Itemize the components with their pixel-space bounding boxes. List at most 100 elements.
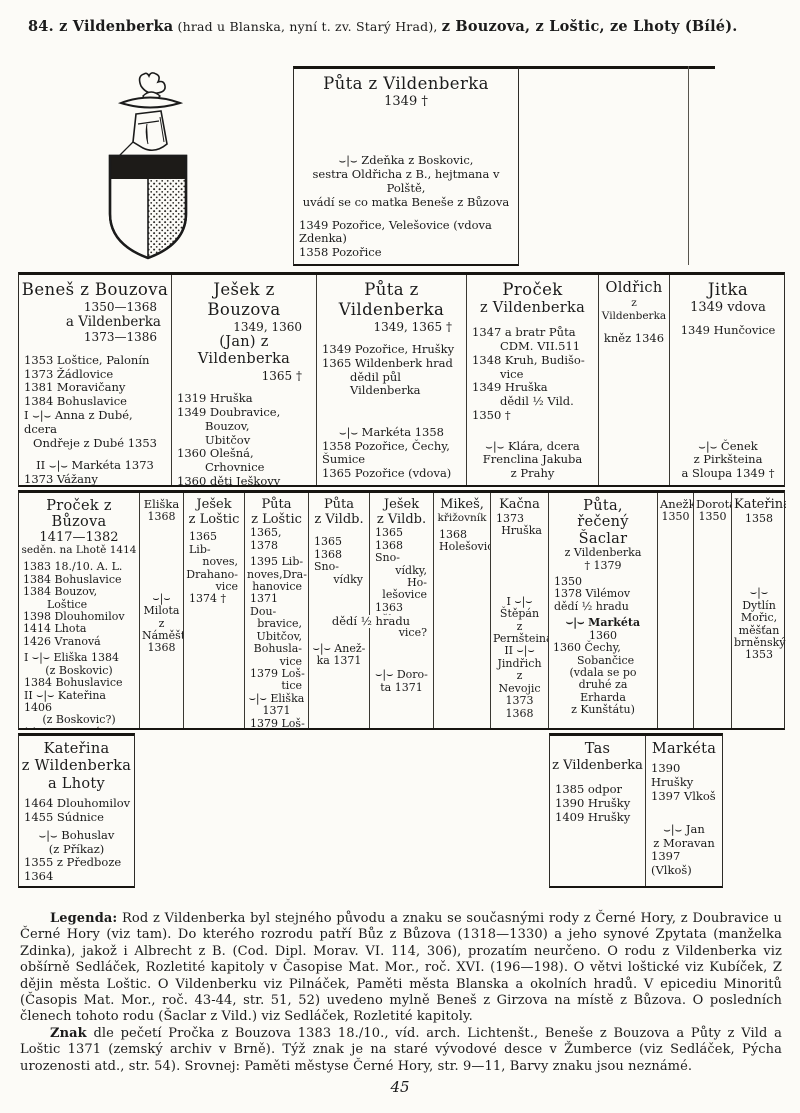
box-line: ⌣|⌣ Dytlín xyxy=(742,586,776,612)
box-line: 1417—1382 xyxy=(39,529,119,545)
box-line: z xyxy=(158,616,165,630)
box-line: 1350 xyxy=(661,509,690,523)
box-line: 1365 Pozořice (vdova) xyxy=(322,466,452,481)
box-line: 1358 xyxy=(745,511,773,525)
box-line: 1349, 1365 † xyxy=(373,319,452,334)
legend-label: Legenda: xyxy=(50,911,118,926)
person-box-jesek-z-bouzova: Ješek z Bouzova 1349, 1360 (Jan) z Vildenb… xyxy=(171,275,316,485)
box-line: 1365 Lib- xyxy=(189,530,221,556)
box-spacer xyxy=(648,878,720,882)
box-spacer xyxy=(311,667,367,724)
box-line: Půta z Vildenberka xyxy=(338,280,445,319)
person-box-procek-z-buzova: Proček z Bůzova 1417—1382 seděn. na Lhotě … xyxy=(19,493,139,728)
shield-dexter-field xyxy=(148,179,186,258)
box-line: lešovice xyxy=(382,588,427,602)
person-box-katerina-1358: Kateřina 1358 ⌣|⌣ Dytlín Mořic, měšťan brněns… xyxy=(731,493,786,728)
box-line: z Vildb. xyxy=(376,511,427,527)
box-line: 1378 Vilémov xyxy=(554,587,631,601)
box-line: 1385 odpor xyxy=(555,781,622,796)
box-line: 1395 Lib- xyxy=(250,555,304,569)
box-line: 1390 Hrušky xyxy=(555,795,631,810)
box-line: 1368 Sno- xyxy=(314,547,346,574)
box-line: z Vildb. xyxy=(314,511,364,527)
box-line: 1355 z Předboze xyxy=(24,855,122,870)
box-line: 1360 děti Ješkovy xyxy=(177,473,281,485)
box-line: 1358 Pozořice xyxy=(299,245,382,260)
box-line: 1379 Loš- xyxy=(250,667,305,681)
box-line: Štěpán xyxy=(499,607,540,621)
box-line: Frenclina Jakuba xyxy=(482,452,583,467)
box-line: Proček z Bůzova xyxy=(46,498,117,531)
person-box-mikes: Mikeš,křižovník 1368Holešovice xyxy=(433,493,490,728)
znak-paragraph: Znak dle pečetí Pročka z Bouzova 1383 18… xyxy=(20,1026,782,1075)
box-line: Jitka xyxy=(707,280,749,299)
top-ancestor-box: Půta z Vildenberka 1349 † ⌣|⌣ Zdeňka z Bos… xyxy=(293,66,519,266)
box-line: Půta xyxy=(323,497,355,512)
box-line: 1349 Hunčovice xyxy=(680,323,776,338)
box-line: Anežka xyxy=(660,497,693,511)
box-line: druhé za xyxy=(578,678,628,692)
box-line: 1350—1368 xyxy=(83,299,157,314)
box-line: 1381 Moravičany xyxy=(24,380,126,395)
box-line: (z Boskovic?) xyxy=(42,713,116,727)
box-line: 1360 Olešná, Crhovnice xyxy=(177,446,265,475)
box-line: Mořic, xyxy=(740,611,778,625)
box-line: Hruška xyxy=(501,524,542,538)
connector-line-right xyxy=(688,66,690,265)
person-box-katerina-z-wildenberka: Kateřina z Wildenberka a Lhoty 1464 Dlouhom… xyxy=(19,736,134,886)
box-line: 1364 xyxy=(24,869,54,884)
box-line: 1360 xyxy=(589,628,617,642)
connector-line-top xyxy=(518,66,715,69)
helmet xyxy=(116,110,168,159)
box-line: (Jan) z Vildenberka xyxy=(197,333,291,368)
box-line: 1319 Hruška xyxy=(177,391,253,406)
box-line: 1371 xyxy=(262,704,291,718)
person-box-puta-z-vildenberka: Půta z Vildenberka 1349, 1365 † 1349 Pozoř… xyxy=(316,275,466,485)
box-line: Proček xyxy=(502,280,563,299)
box-line: ⌣|⌣ Klára, dcera xyxy=(485,438,580,453)
box-line: z Vildenberka xyxy=(601,297,667,322)
box-line: 1350 xyxy=(698,509,727,523)
box-line: (z Příkaz) xyxy=(48,841,105,856)
box-line: Dorota xyxy=(696,497,731,511)
box-line: 1373 xyxy=(496,511,524,525)
box-line: z Vildenberka xyxy=(479,299,586,316)
person-box-dorota: Dorota1350 xyxy=(693,493,731,728)
crest-hat xyxy=(117,96,184,109)
box-line: Kateřina xyxy=(43,741,110,757)
person-box-jitka: Jitka 1349 vdova 1349 Hunčovice ⌣|⌣ Čenek z … xyxy=(669,275,786,485)
box-line: ka 1371 xyxy=(316,654,362,668)
box-spacer xyxy=(142,523,181,592)
box-line: dědí ½ hradu xyxy=(554,599,629,613)
person-box-jesek-z-vildb: Ješek z Vildb. 1365 1368 Sno-vídky, Ho-lešo… xyxy=(369,493,433,728)
box-line: 1397 Vlkoš xyxy=(651,788,716,803)
box-line: dědil půl Vildenberka xyxy=(350,369,421,398)
box-line: ta 1371 xyxy=(380,680,423,694)
box-line: ⌣|⌣ Doro- xyxy=(375,668,428,682)
box-line: z Vildenberka xyxy=(564,546,642,560)
box-line: ⌣|⌣ Čenek xyxy=(698,438,758,453)
box-line: 1350 xyxy=(554,574,582,588)
person-box-kacna: Kačna 1373 Hruška I ⌣|⌣ Štěpán z Pernšteina II … xyxy=(490,493,548,728)
box-line: ⌣|⌣ Markéta xyxy=(565,616,641,630)
box-line: Bohusla- xyxy=(253,642,302,656)
generation-row-3-left: Kateřina z Wildenberka a Lhoty 1464 Dlouhom… xyxy=(18,733,135,888)
generation-row-1: Beneš z Bouzova 1350—1368 a Vildenberka 137… xyxy=(18,272,785,487)
box-line: ⌣|⌣ xyxy=(152,591,171,605)
box-line: 1379 Loš- xyxy=(250,716,305,728)
box-spacer xyxy=(469,423,596,440)
box-line: 1384 Bohuslavice xyxy=(23,572,122,586)
box-line: noves,Dra- xyxy=(247,567,307,581)
box-line: z Pirkšteina xyxy=(693,452,763,467)
box-line: vídky xyxy=(333,572,363,586)
box-line: 1373—1386 xyxy=(83,330,157,345)
box-line: 1349 Pozořice, Hrušky xyxy=(322,341,455,356)
box-line: 1365 xyxy=(314,535,342,549)
family-name-note: (hrad u Blanska, nyní t. zv. Starý Hrad)… xyxy=(173,19,442,34)
box-line: Pernšteina xyxy=(493,632,548,646)
person-box-procek-z-vildenberka: Proček z Vildenberka 1347 a bratr Půta CDM.… xyxy=(466,275,598,485)
box-line: z Loštic xyxy=(251,511,302,527)
box-line: 1349 † xyxy=(384,93,428,109)
box-line: křižovník xyxy=(437,511,487,524)
